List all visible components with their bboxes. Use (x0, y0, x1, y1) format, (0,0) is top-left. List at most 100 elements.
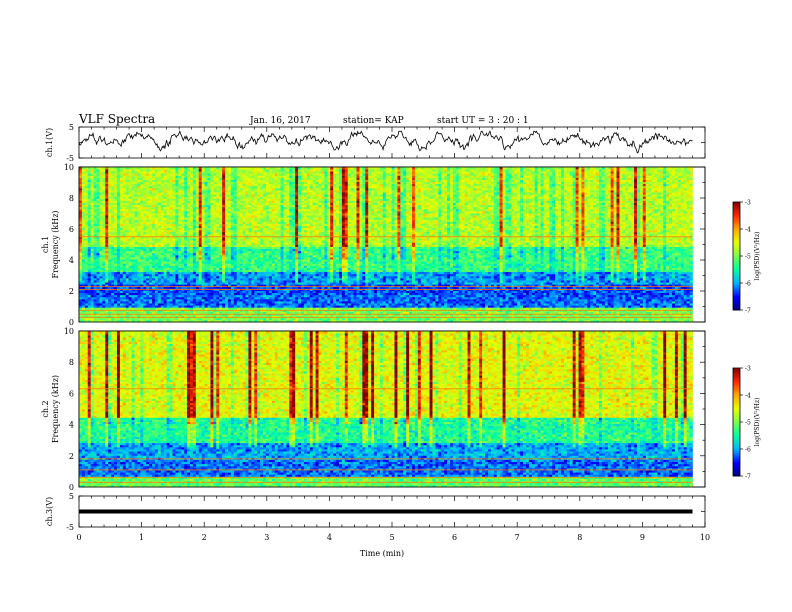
ch1-spectrogram-pixel (82, 280, 85, 282)
ch1-spectrogram-pixel (114, 201, 117, 203)
ch1-spectrogram-pixel (111, 217, 114, 219)
ch1-spectrogram-pixel (108, 307, 111, 309)
ch1-spectrogram-pixel (91, 274, 94, 276)
ch1-spectrogram-pixel (97, 261, 100, 263)
ch1-spectrogram-pixel (114, 247, 117, 249)
ch1-spectrogram-pixel (82, 261, 85, 263)
ch1-spectrogram-pixel (91, 305, 94, 307)
ch1-spectrogram-pixel (108, 171, 111, 173)
ch1-spectrogram-pixel (99, 221, 102, 223)
ch1-spectrogram-pixel (91, 228, 94, 230)
ch1-spectrogram-pixel (99, 209, 102, 211)
ch1-spectrogram-pixel (105, 272, 108, 274)
ch1-spectrogram-pixel (108, 268, 111, 270)
ch1-spectrogram-pixel (102, 201, 105, 203)
ch1-spectrogram-pixel (99, 280, 102, 282)
ch1-spectrogram-pixel (111, 307, 114, 309)
ch1-spectrogram-pixel (97, 219, 100, 221)
ch1-spectrogram-pixel (85, 238, 88, 240)
ch1-spectrogram-pixel (88, 198, 91, 200)
ch1-spectrogram-pixel (105, 257, 108, 259)
ch1-spectrogram-pixel (91, 171, 94, 173)
ch1-spectrogram-pixel (91, 182, 94, 184)
ch1-spectrogram-pixel (91, 249, 94, 251)
ch1-spectrogram-pixel (88, 251, 91, 253)
ch1-spectrogram-pixel (88, 224, 91, 226)
ch1-spectrogram-pixel (108, 245, 111, 247)
ch1-spectrogram-pixel (82, 175, 85, 177)
vlf-spectra-figure: VLF Spectra Jan. 16, 2017 station= KAP s… (0, 0, 792, 612)
ch1-spectrogram-pixel (85, 215, 88, 217)
ch1-spectrogram-pixel (120, 312, 123, 314)
ch1-spectrogram-pixel (108, 265, 111, 267)
ch1-spectrogram-pixel (88, 169, 91, 171)
ch1-spectrogram-pixel (97, 270, 100, 272)
ch1-spectrogram-pixel (82, 299, 85, 301)
ch1-spectrogram-pixel (85, 297, 88, 299)
ch1-spectrogram-pixel (85, 169, 88, 171)
ch1-spectrogram-pixel (114, 221, 117, 223)
ch1-spectrogram-pixel (85, 245, 88, 247)
ch1-spectrogram-pixel (85, 242, 88, 244)
ch1-spectrogram-pixel (97, 234, 100, 236)
ch1-spectrogram-pixel (114, 312, 117, 314)
date-label: Jan. 16, 2017 (249, 116, 311, 126)
ch1-spectrogram-pixel (120, 280, 123, 282)
ch1-spectrogram-pixel (105, 255, 108, 257)
ch1-spectrogram-pixel (120, 276, 123, 278)
ch1-spectrogram-pixel (114, 272, 117, 274)
ch1-spectrogram-pixel (105, 259, 108, 261)
ch1-spectrogram-pixel (111, 232, 114, 234)
ch1-spectrogram-pixel (99, 190, 102, 192)
ch1-spectrogram-pixel (117, 295, 120, 297)
ch1-spectrogram-pixel (79, 219, 82, 221)
ch1-spectrogram-pixel (105, 276, 108, 278)
ch1-spectrogram-pixel (94, 272, 97, 274)
ch1-spectrogram-pixel (99, 186, 102, 188)
ch1-spectrogram-pixel (97, 215, 100, 217)
ch1-spectrogram-pixel (94, 295, 97, 297)
ch1-spectrogram-pixel (117, 228, 120, 230)
ch1-spectrogram-pixel (117, 211, 120, 213)
ch1-spectrogram-pixel (108, 263, 111, 265)
ch1-spectrogram-pixel (117, 194, 120, 196)
ch1-spectrogram-pixel (88, 278, 91, 280)
ch1-spectrogram-pixel (88, 234, 91, 236)
ch1-spectrogram-pixel (114, 215, 117, 217)
ch1-spectrogram-pixel (85, 228, 88, 230)
ch1-spectrogram-pixel (82, 307, 85, 309)
ch1-spectrogram-pixel (111, 299, 114, 301)
ch1-spectrogram-pixel (94, 219, 97, 221)
ch1-spectrogram-pixel (91, 196, 94, 198)
ch1-spectrogram-pixel (111, 230, 114, 232)
ch1-spectrogram-pixel (85, 318, 88, 320)
ch1-spectrogram-pixel (117, 198, 120, 200)
ch1-spectrogram-pixel (114, 291, 117, 293)
ch1-spectrogram-pixel (91, 173, 94, 175)
ch1-spectrogram-pixel (88, 253, 91, 255)
ch1-spectrogram-pixel (114, 270, 117, 272)
ch1-spectrogram-pixel (117, 224, 120, 226)
ch1-spectrogram-pixel (105, 270, 108, 272)
ch1-spectrogram-pixel (117, 253, 120, 255)
ch1-spectrogram-pixel (111, 295, 114, 297)
ch1-spectrogram-pixel (99, 261, 102, 263)
ch1-spectrogram-pixel (120, 249, 123, 251)
ch1-spectrogram-pixel (108, 219, 111, 221)
ch1-spectrogram-pixel (105, 228, 108, 230)
ch1-spectrogram-pixel (79, 221, 82, 223)
ch1-spectrogram-pixel (108, 295, 111, 297)
ch1-spectrogram-y-tick-label: 10 (64, 163, 74, 172)
ch1-spectrogram-pixel (79, 280, 82, 282)
ch1-spectrogram-pixel (105, 232, 108, 234)
ch1-spectrogram-pixel (82, 203, 85, 205)
ch1-spectrogram-pixel (85, 312, 88, 314)
ch1-spectrogram-pixel (97, 224, 100, 226)
ch1-spectrogram-pixel (91, 261, 94, 263)
ch1-spectrogram-pixel (82, 253, 85, 255)
ch1-spectrogram-pixel (97, 242, 100, 244)
ch1-spectrogram-pixel (102, 255, 105, 257)
ch1-spectrogram-pixel (94, 230, 97, 232)
ch1-spectrogram-pixel (99, 205, 102, 207)
ch1-spectrogram-pixel (102, 299, 105, 301)
